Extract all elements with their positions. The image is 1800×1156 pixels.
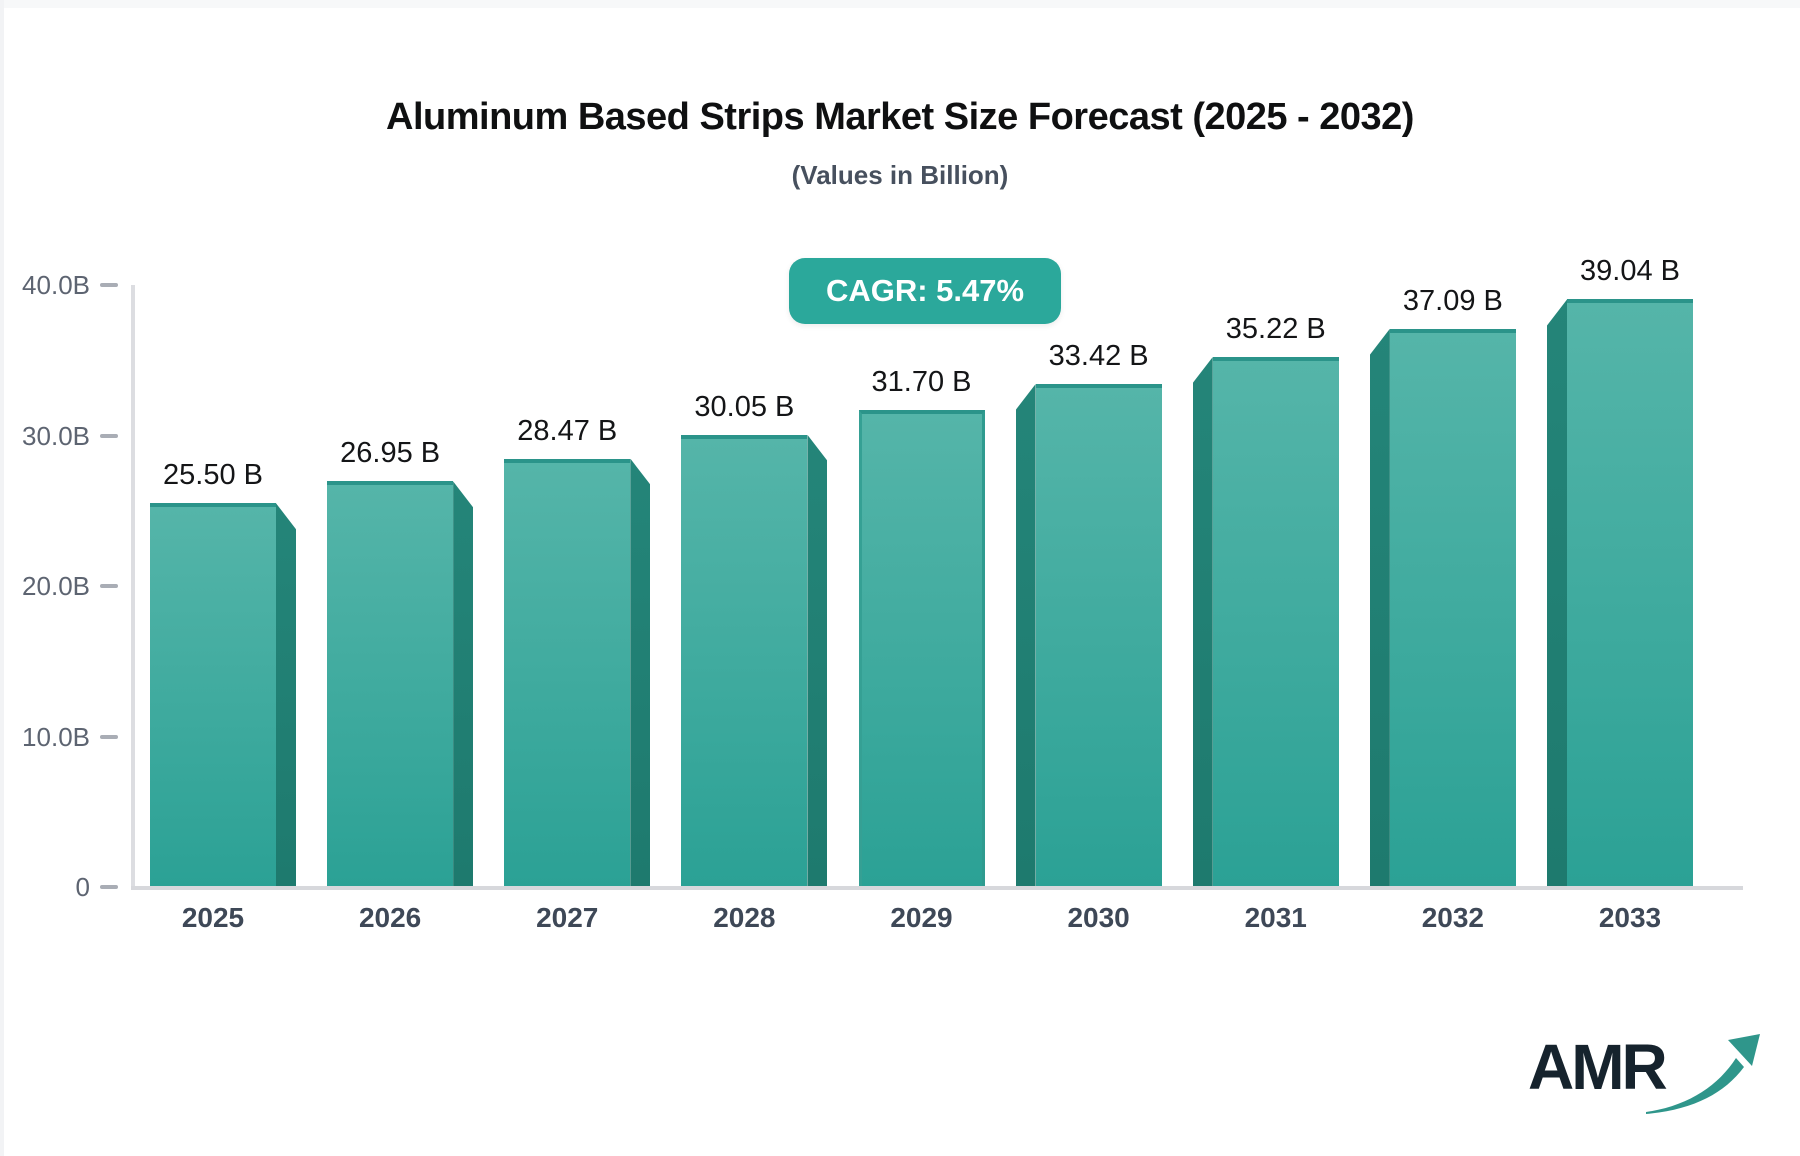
bar-side-face (276, 503, 296, 887)
bar-2027 (504, 458, 631, 887)
bar-side-face (1369, 328, 1390, 887)
bar-value-label: 28.47 B (517, 414, 618, 447)
bar-value-label: 39.04 B (1580, 255, 1680, 288)
amr-logo: AMR (1528, 1028, 1760, 1120)
bar-2030 (1035, 384, 1162, 887)
bar-2033 (1567, 299, 1693, 887)
x-axis-label-2025: 2025 (181, 902, 245, 933)
page-title: Aluminum Based Strips Market Size Foreca… (386, 96, 1414, 138)
page-edge-left (0, 0, 4, 1156)
bar-value-label: 30.05 B (694, 390, 795, 423)
x-axis-line (131, 886, 1743, 890)
page-edge-top (0, 0, 1800, 8)
page-subtitle: (Values in Billion) (791, 160, 1009, 190)
y-axis-tick-label: 30.0B (22, 420, 90, 451)
y-axis-tick-mark (100, 734, 118, 739)
bar-side-face (1015, 384, 1036, 887)
bar-value-label: 35.22 B (1225, 312, 1326, 345)
bar-side-face (1547, 299, 1567, 887)
x-axis-label-2031: 2031 (1244, 902, 1307, 933)
bar-2032 (1389, 328, 1516, 887)
amr-logo-text: AMR (1528, 1031, 1668, 1103)
bar-side-face (453, 481, 474, 887)
bar-side-face (630, 458, 651, 887)
bar-value-label: 33.42 B (1048, 340, 1149, 373)
x-axis-label-2028: 2028 (713, 902, 776, 933)
x-axis-label-2026: 2026 (358, 902, 422, 933)
x-axis-label-2027: 2027 (536, 902, 599, 933)
bar-2026 (327, 481, 454, 887)
y-axis-tick-mark (100, 433, 118, 438)
x-axis-label-2029: 2029 (890, 902, 953, 933)
bar-value-label: 26.95 B (340, 437, 441, 470)
y-axis-line (131, 285, 135, 889)
bar-side-face (807, 434, 828, 887)
y-axis-tick-mark (100, 584, 118, 588)
x-axis-label-2033: 2033 (1598, 902, 1662, 933)
cagr-badge: CAGR: 5.47% (789, 258, 1061, 324)
y-axis-tick-label: 40.0B (22, 270, 90, 300)
bar-side-face (1192, 356, 1213, 887)
bar-value-label: 31.70 B (871, 365, 972, 398)
x-axis-label-2030: 2030 (1067, 902, 1130, 933)
y-axis-tick-mark (100, 885, 118, 889)
logo-arrow-icon (1646, 1034, 1760, 1114)
y-axis-tick-label: 20.0B (22, 571, 90, 601)
bar-2031 (1212, 356, 1339, 887)
y-axis-tick-label: 0 (75, 872, 90, 902)
y-axis-tick-label: 10.0B (22, 721, 90, 752)
bar-value-label: 25.50 B (163, 459, 263, 492)
bar-value-label: 37.09 B (1402, 284, 1503, 317)
bar-2025 (150, 503, 276, 887)
x-axis-label-2032: 2032 (1421, 902, 1485, 933)
bar-2028 (681, 434, 808, 887)
y-axis-tick-mark (100, 283, 118, 287)
bar-2029 (858, 409, 985, 887)
